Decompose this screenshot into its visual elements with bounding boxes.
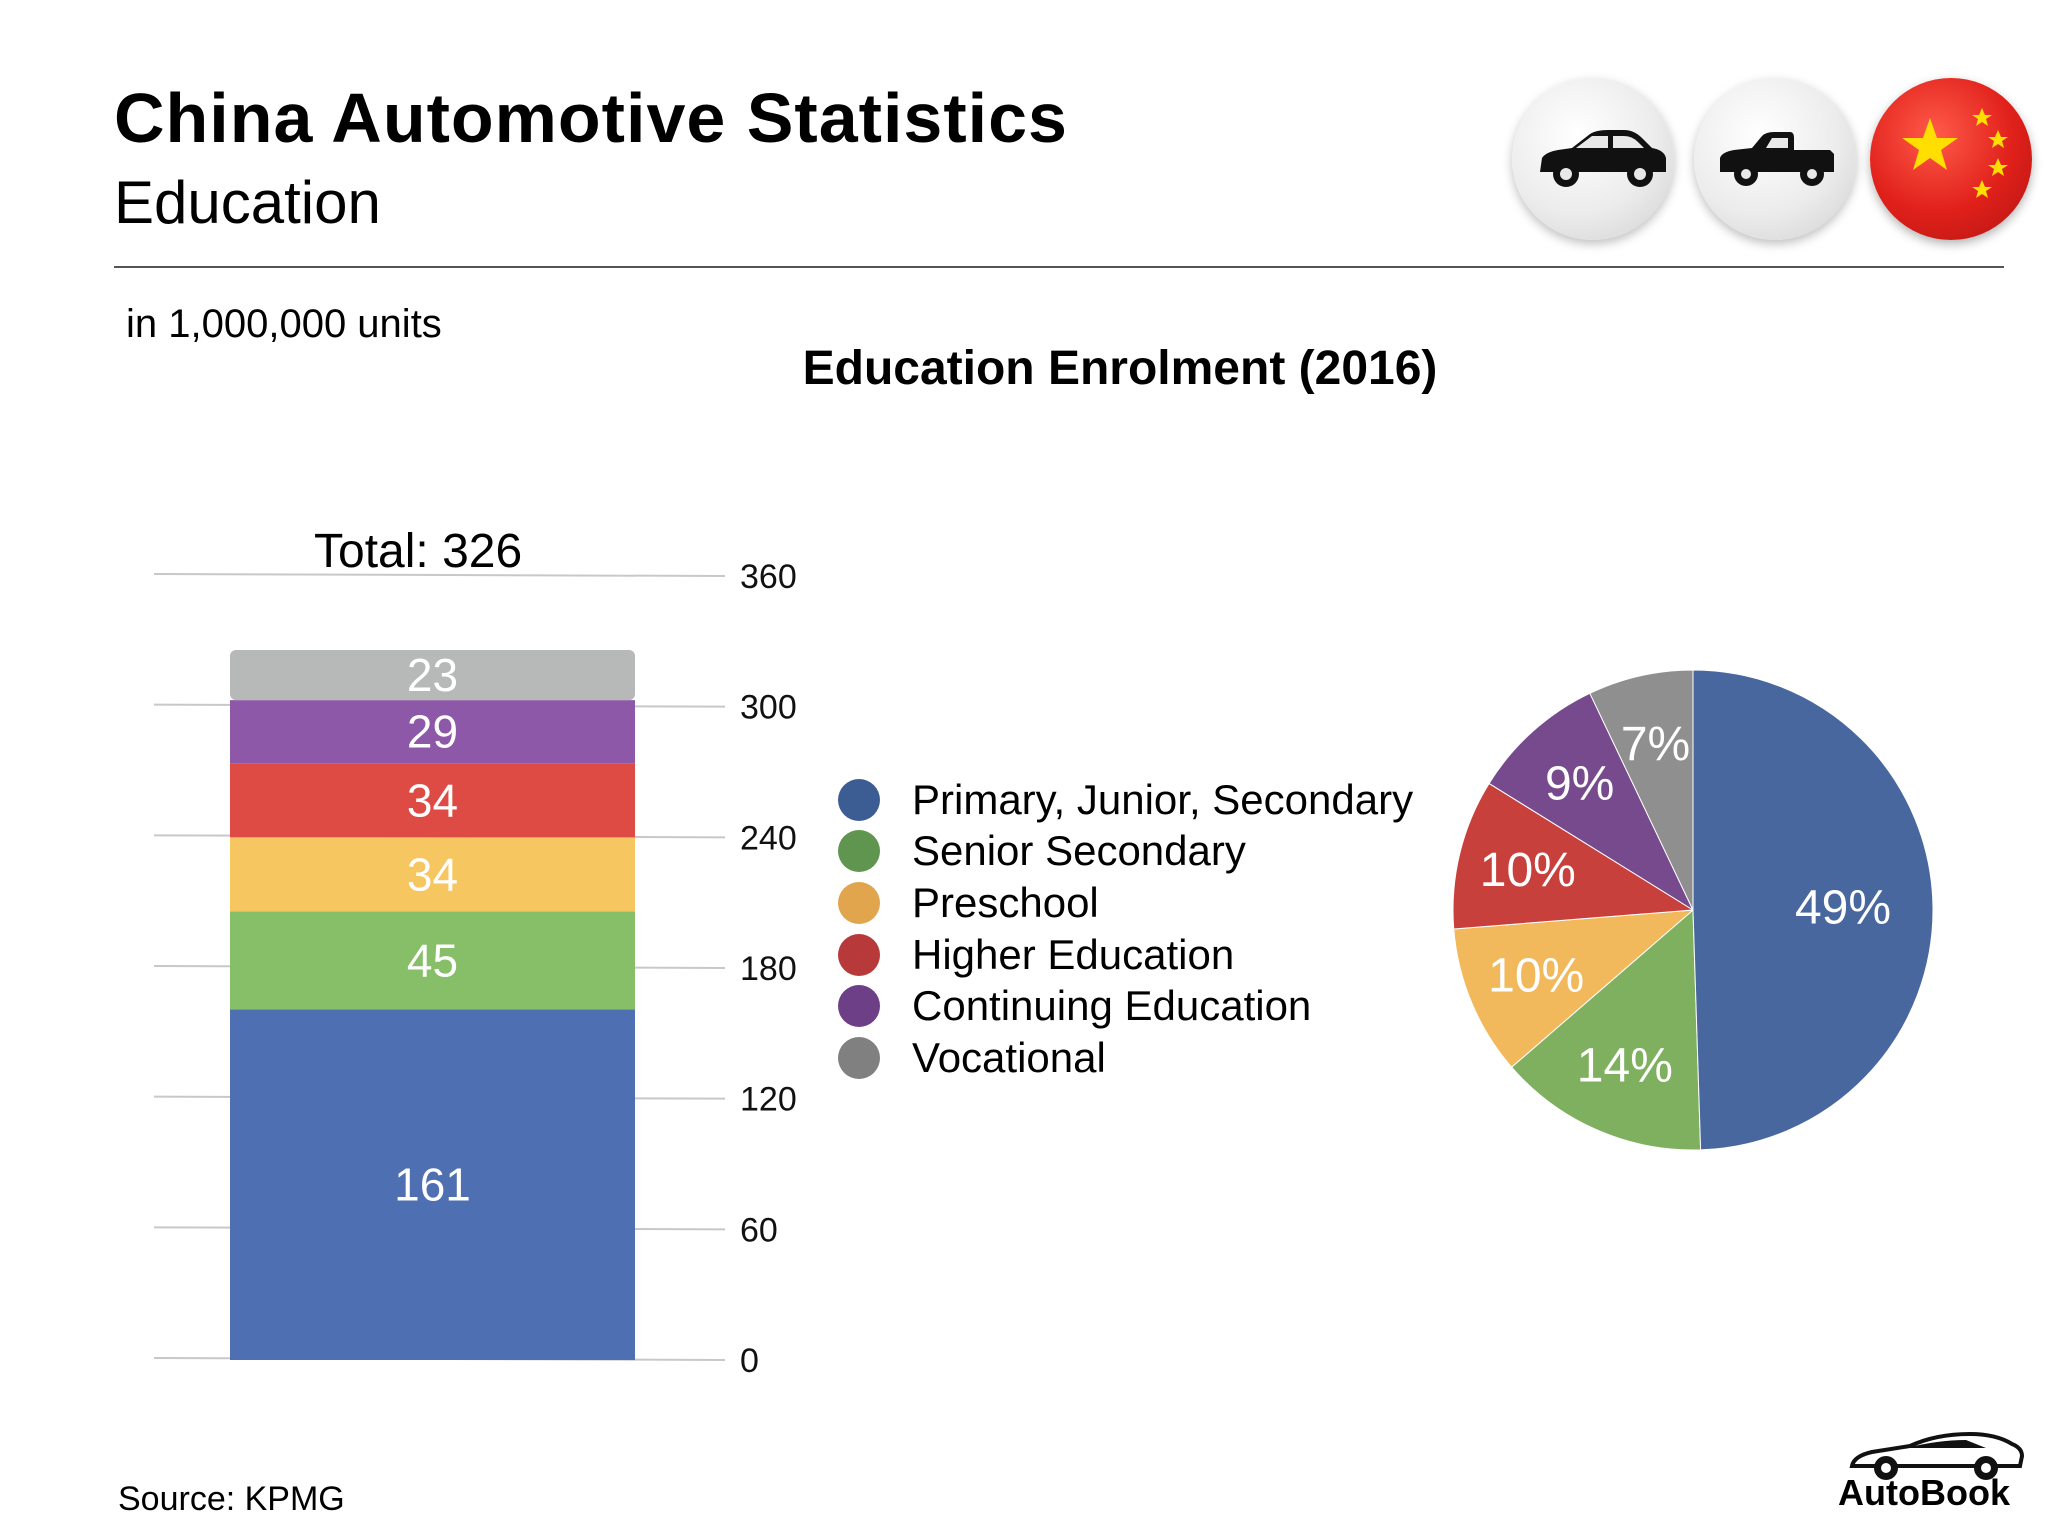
pie-slice: [1453, 909, 1695, 1068]
pickup-truck-icon: [1694, 78, 1856, 240]
legend-swatch: [838, 1036, 880, 1079]
china-flag-icon: [1870, 78, 2032, 240]
legend-label: Preschool: [912, 878, 1099, 926]
legend-item: Preschool: [838, 877, 1413, 929]
legend-item: Continuing Education: [838, 980, 1413, 1032]
bar-segment: [230, 1009, 635, 1360]
legend-swatch: [838, 985, 880, 1028]
bar-segment-label: 23: [407, 649, 458, 701]
pie-slice-label: 9%: [1545, 757, 1614, 810]
legend-item: Higher Education: [838, 929, 1413, 981]
bar-chart-total: Total: 326: [314, 525, 523, 578]
bar-segment-label: 45: [407, 934, 458, 986]
legend-item: Vocational: [838, 1032, 1413, 1084]
pie-slice-label: 10%: [1488, 950, 1584, 1003]
pie-chart-title: Education Enrolment (2016): [802, 342, 1438, 395]
bar-y-tick-label: 120: [740, 1081, 797, 1119]
pie-slice: [1488, 692, 1695, 912]
page-subtitle: Education: [114, 169, 381, 236]
pie-slice-label: 7%: [1621, 718, 1690, 771]
bar-segment: [230, 911, 635, 1010]
legend-label: Senior Secondary: [912, 827, 1246, 875]
bar-segment: [230, 700, 635, 764]
legend-item: Primary, Junior, Secondary: [838, 774, 1413, 826]
pie-slice-label: 49%: [1795, 882, 1891, 935]
bar-segment-label: 161: [394, 1159, 471, 1211]
header-divider: [114, 266, 2004, 268]
legend-item: Senior Secondary: [838, 826, 1413, 878]
autobook-logo-car-icon: [1849, 1431, 2025, 1480]
legend-swatch: [838, 830, 880, 873]
bar-segment-label: 29: [407, 706, 458, 758]
bar-y-tick-label: 300: [740, 689, 797, 727]
pie-slice: [1589, 669, 1694, 911]
bar-segment: [230, 837, 635, 912]
pie-slice: [1692, 669, 1934, 1151]
bar-segment-label: 34: [407, 848, 458, 900]
legend-label: Primary, Junior, Secondary: [912, 775, 1414, 823]
bar-y-tick-label: 60: [740, 1211, 778, 1249]
bar-segment: [230, 763, 635, 838]
legend-label: Vocational: [912, 1033, 1106, 1081]
pie-slice-label: 10%: [1480, 844, 1576, 897]
legend-swatch: [838, 778, 880, 821]
pie-slice-label: 14%: [1577, 1040, 1673, 1093]
sedan-car-icon: [1512, 78, 1674, 240]
brand-name: AutoBook: [1838, 1472, 2010, 1513]
legend-swatch: [838, 881, 880, 924]
bar-y-tick-label: 360: [740, 558, 797, 596]
bar-y-tick-label: 180: [740, 950, 797, 988]
bar-gridline: [153, 573, 726, 577]
page-title: China Automotive Statistics: [114, 79, 1068, 157]
bar-segment-label: 34: [407, 774, 458, 826]
bar-y-tick-label: 0: [740, 1342, 759, 1380]
bar-y-tick-label: 240: [740, 819, 797, 857]
legend-label: Higher Education: [912, 930, 1235, 978]
legend-label: Continuing Education: [912, 982, 1312, 1030]
pie-slice: [1510, 908, 1702, 1151]
units-note: in 1,000,000 units: [126, 302, 442, 346]
pie-slice: [1452, 782, 1695, 930]
legend-swatch: [838, 933, 880, 976]
pie-chart: 14% 10% 10% 9%7% 49%: [1452, 669, 1934, 1151]
bar-segment: [230, 650, 635, 701]
source-note: Source: KPMG: [118, 1480, 345, 1518]
legend: Primary, Junior, Secondary Senior Seconda…: [838, 774, 1413, 1084]
